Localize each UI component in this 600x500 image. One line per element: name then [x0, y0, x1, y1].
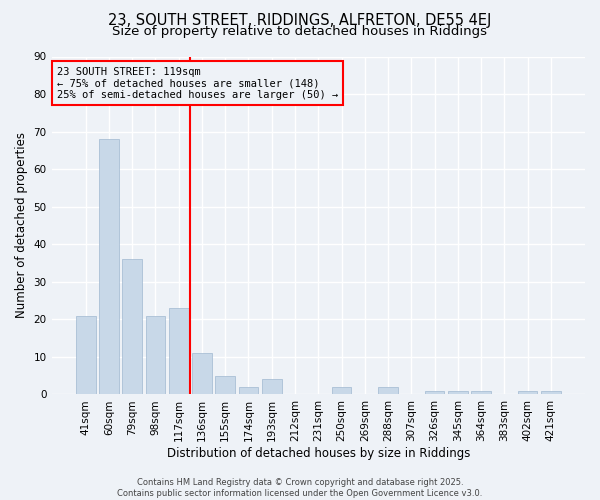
Y-axis label: Number of detached properties: Number of detached properties — [15, 132, 28, 318]
Bar — [239, 387, 259, 394]
Bar — [215, 376, 235, 394]
Bar — [448, 390, 468, 394]
Bar — [518, 390, 538, 394]
Bar — [471, 390, 491, 394]
Text: Contains HM Land Registry data © Crown copyright and database right 2025.
Contai: Contains HM Land Registry data © Crown c… — [118, 478, 482, 498]
X-axis label: Distribution of detached houses by size in Riddings: Distribution of detached houses by size … — [167, 447, 470, 460]
Bar — [541, 390, 561, 394]
Text: Size of property relative to detached houses in Riddings: Size of property relative to detached ho… — [113, 25, 487, 38]
Bar — [192, 353, 212, 395]
Bar — [99, 139, 119, 394]
Bar — [378, 387, 398, 394]
Bar — [146, 316, 166, 394]
Bar — [332, 387, 352, 394]
Bar — [262, 380, 281, 394]
Bar — [169, 308, 188, 394]
Text: 23 SOUTH STREET: 119sqm
← 75% of detached houses are smaller (148)
25% of semi-d: 23 SOUTH STREET: 119sqm ← 75% of detache… — [57, 66, 338, 100]
Bar — [425, 390, 445, 394]
Bar — [76, 316, 95, 394]
Text: 23, SOUTH STREET, RIDDINGS, ALFRETON, DE55 4EJ: 23, SOUTH STREET, RIDDINGS, ALFRETON, DE… — [109, 12, 491, 28]
Bar — [122, 260, 142, 394]
